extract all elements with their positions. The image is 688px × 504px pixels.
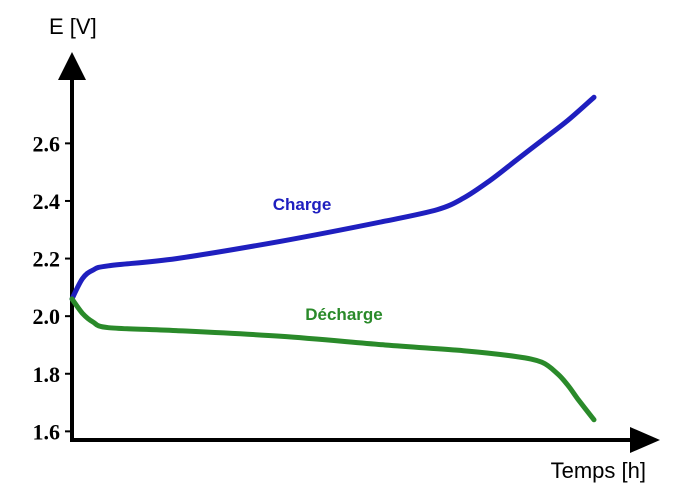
y-axis-arrow bbox=[58, 52, 86, 80]
y-tick-label: 2.4 bbox=[33, 189, 61, 214]
series-line-charge bbox=[69, 94, 597, 302]
x-axis-title: Temps [h] bbox=[551, 458, 646, 483]
series-line-decharge bbox=[69, 296, 597, 423]
y-tick-label: 1.8 bbox=[33, 362, 61, 387]
series-label-charge: Charge bbox=[273, 195, 332, 214]
y-tick-label: 2.0 bbox=[33, 304, 61, 329]
y-axis: 1.6 1.8 2.0 2.2 2.4 2.6 bbox=[33, 52, 86, 444]
y-tick-label: 2.6 bbox=[33, 131, 61, 156]
y-tick-label: 2.2 bbox=[33, 247, 61, 272]
y-ticks: 1.6 1.8 2.0 2.2 2.4 2.6 bbox=[33, 131, 72, 444]
x-axis-arrow bbox=[630, 427, 660, 453]
series-label-decharge: Décharge bbox=[305, 305, 382, 324]
x-axis bbox=[70, 427, 660, 453]
y-axis-title: E [V] bbox=[49, 14, 97, 39]
y-tick-label: 1.6 bbox=[33, 419, 61, 444]
series-layer: Charge Décharge bbox=[69, 94, 597, 423]
